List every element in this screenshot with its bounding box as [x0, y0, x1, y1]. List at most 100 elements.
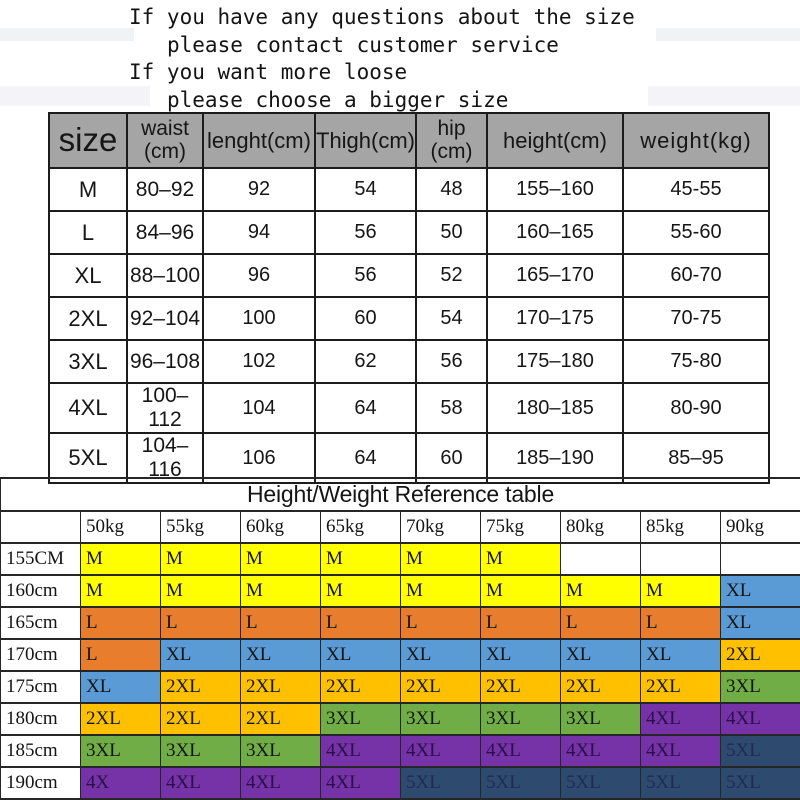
- ref-size-cell: XL: [480, 638, 561, 672]
- ref-size-cell: 3XL: [320, 702, 401, 736]
- ref-table-body: Height/Weight Reference table 50kg 55kg 60…: [0, 477, 800, 800]
- ref-weight-header: 55kg: [160, 510, 241, 544]
- ref-empty-cell: [560, 542, 641, 576]
- ref-size-cell: XL: [320, 638, 401, 672]
- size-table-header: size: [48, 112, 128, 169]
- ref-size-cell: XL: [640, 638, 721, 672]
- ref-size-cell: M: [160, 574, 241, 608]
- ref-size-cell: L: [240, 606, 321, 640]
- size-label-cell: L: [48, 210, 128, 255]
- ref-size-cell: 3XL: [240, 734, 321, 768]
- size-label-cell: M: [48, 167, 128, 212]
- ref-size-cell: 4XL: [320, 734, 401, 768]
- size-table-cell: 75-80: [622, 339, 770, 384]
- size-table-cell: 185–190: [486, 432, 624, 484]
- ref-table-row: 190cm 4X 4XL 4XL 4XL 5XL 5XL 5XL 5XL 5XL: [0, 766, 800, 800]
- ref-size-cell: M: [560, 574, 641, 608]
- notice-line: If you want more loose: [129, 60, 408, 84]
- ref-size-cell: 5XL: [719, 766, 800, 800]
- ref-size-cell: M: [480, 542, 561, 576]
- size-table: size waist (cm) lenght(cm) Thigh(cm) hip (cm…: [48, 112, 770, 484]
- ref-height-label: 190cm: [0, 766, 81, 800]
- size-table-cell: 155–160: [486, 167, 624, 212]
- ref-size-cell: XL: [400, 638, 481, 672]
- size-label-cell: 4XL: [48, 382, 128, 434]
- ref-height-label: 175cm: [0, 670, 81, 704]
- size-table-body: M 80–92 92 54 48 155–160 45-55 L 84–96 94 56 50 160–…: [48, 167, 770, 484]
- size-table-cell: 45-55: [622, 167, 770, 212]
- ref-size-cell: 4X: [80, 766, 161, 800]
- ref-size-cell: 2XL: [400, 670, 481, 704]
- size-table-cell: 96: [202, 253, 316, 298]
- ref-weight-header: 65kg: [320, 510, 401, 544]
- ref-size-cell: 2XL: [80, 702, 161, 736]
- ref-size-cell: 2XL: [320, 670, 401, 704]
- size-table-cell: 88–100: [126, 253, 204, 298]
- size-table-cell: 170–175: [486, 296, 624, 341]
- size-table-cell: 160–165: [486, 210, 624, 255]
- ref-table-row: 175cm XL 2XL 2XL 2XL 2XL 2XL 2XL 2XL 3XL: [0, 670, 800, 704]
- size-table-cell: 62: [314, 339, 417, 384]
- ref-height-label: 180cm: [0, 702, 81, 736]
- size-table-cell: 56: [415, 339, 488, 384]
- ref-table-row: 165cm L L L L L L L L XL: [0, 606, 800, 640]
- size-label-cell: XL: [48, 253, 128, 298]
- ref-size-cell: 2XL: [160, 702, 241, 736]
- size-table-cell: 85–95: [622, 432, 770, 484]
- ref-size-cell: L: [640, 606, 721, 640]
- ref-height-label: 155CM: [0, 542, 81, 576]
- ref-size-cell: 3XL: [160, 734, 241, 768]
- size-table-header: waist (cm): [126, 112, 204, 169]
- ref-size-cell: M: [400, 542, 481, 576]
- ref-size-cell: 2XL: [240, 702, 321, 736]
- ref-size-cell: 2XL: [160, 670, 241, 704]
- ref-size-cell: 4XL: [560, 734, 641, 768]
- ref-size-cell: XL: [160, 638, 241, 672]
- size-table-cell: 106: [202, 432, 316, 484]
- ref-size-cell: M: [640, 574, 721, 608]
- notice-line: please contact customer service: [167, 33, 559, 57]
- ref-size-cell: M: [80, 542, 161, 576]
- size-table-header: weight(kg): [622, 112, 770, 169]
- ref-size-cell: 5XL: [640, 766, 721, 800]
- ref-size-cell: 4XL: [640, 734, 721, 768]
- ref-size-cell: 4XL: [719, 702, 800, 736]
- ref-size-cell: 5XL: [480, 766, 561, 800]
- size-table-cell: 84–96: [126, 210, 204, 255]
- ref-size-cell: L: [80, 638, 161, 672]
- ref-size-cell: 4XL: [640, 702, 721, 736]
- ref-size-cell: XL: [560, 638, 641, 672]
- size-table-cell: 54: [415, 296, 488, 341]
- ref-size-cell: 2XL: [480, 670, 561, 704]
- notice-line: If you have any questions about the size: [129, 5, 635, 29]
- ref-size-cell: L: [480, 606, 561, 640]
- size-table-cell: 165–170: [486, 253, 624, 298]
- ref-weight-header: 85kg: [640, 510, 721, 544]
- ref-size-cell: 3XL: [560, 702, 641, 736]
- ref-size-cell: L: [320, 606, 401, 640]
- ref-size-cell: L: [80, 606, 161, 640]
- ref-size-cell: XL: [240, 638, 321, 672]
- ref-size-cell: 4XL: [480, 734, 561, 768]
- size-table-cell: 94: [202, 210, 316, 255]
- ref-weight-header-row: 50kg 55kg 60kg 65kg 70kg 75kg 80kg 85kg 90kg: [0, 510, 800, 544]
- ref-weight-header: 70kg: [400, 510, 481, 544]
- size-table-cell: 52: [415, 253, 488, 298]
- ref-size-cell: M: [160, 542, 241, 576]
- size-table-cell: 48: [415, 167, 488, 212]
- ref-size-cell: L: [560, 606, 641, 640]
- ref-height-label: 160cm: [0, 574, 81, 608]
- size-table-cell: 56: [314, 210, 417, 255]
- size-table-cell: 60: [415, 432, 488, 484]
- notice-line: please choose a bigger size: [167, 88, 509, 112]
- size-table-cell: 92–104: [126, 296, 204, 341]
- size-table-cell: 60: [314, 296, 417, 341]
- ref-table-title-row: Height/Weight Reference table: [0, 477, 800, 512]
- ref-size-cell: 5XL: [719, 734, 800, 768]
- size-table-cell: 70-75: [622, 296, 770, 341]
- ref-size-cell: 4XL: [160, 766, 241, 800]
- ref-height-label: 165cm: [0, 606, 81, 640]
- size-table-cell: 60-70: [622, 253, 770, 298]
- ref-size-cell: 3XL: [480, 702, 561, 736]
- size-table-row: M 80–92 92 54 48 155–160 45-55: [48, 167, 770, 212]
